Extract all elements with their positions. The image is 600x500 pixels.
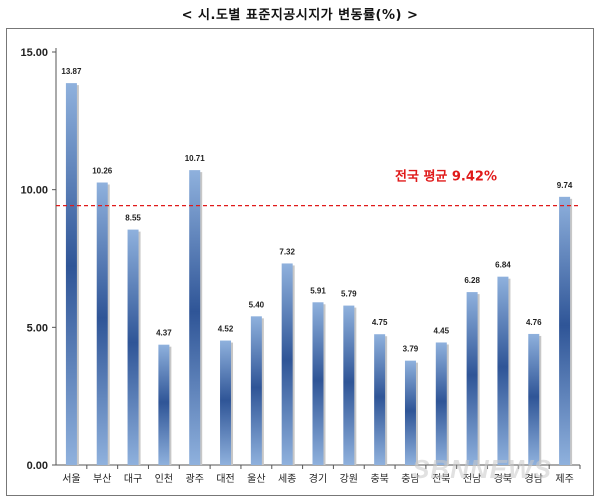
bar (65, 83, 77, 465)
x-tick-label: 충북 (370, 473, 388, 485)
data-label: 5.79 (341, 290, 357, 299)
labels-group: 13.87 서울 10.26 부산 8.55 대구 4.37 인천 10.71 광주 4.52 대전 5… (61, 67, 573, 485)
data-label: 13.87 (61, 67, 82, 76)
data-label: 5.91 (310, 286, 326, 295)
data-label: 4.75 (372, 318, 388, 327)
data-label: 9.74 (557, 181, 573, 190)
bar (374, 334, 386, 465)
data-label: 8.55 (125, 214, 141, 223)
chart-title: < 시.도별 표준지공시지가 변동률(%) > (181, 8, 419, 23)
bar (528, 333, 540, 465)
data-label: 6.28 (464, 276, 480, 285)
data-label: 4.52 (218, 325, 234, 334)
watermark: SBNNEWS (412, 454, 552, 484)
x-tick-label: 대전 (216, 473, 234, 485)
bar (96, 182, 108, 465)
data-label: 4.45 (434, 326, 450, 335)
data-label: 5.40 (249, 300, 265, 309)
data-label: 7.32 (279, 247, 295, 256)
data-label: 10.71 (185, 154, 206, 163)
x-tick-label: 경북 (494, 472, 512, 485)
x-tick-label: 울산 (247, 473, 265, 485)
bar (404, 360, 416, 465)
bar (158, 344, 170, 465)
x-tick-label: 광주 (186, 473, 204, 485)
average-label: 전국 평균 9.42% (395, 169, 497, 185)
average-group: 전국 평균 9.42% (56, 169, 580, 207)
bar (343, 305, 355, 465)
y-tick-label: 10.00 (20, 185, 48, 197)
x-tick-label: 대구 (124, 473, 142, 485)
x-tick-label: 강원 (340, 473, 358, 485)
x-tick-label: 충남 (401, 473, 419, 485)
x-tick-label: 제주 (555, 473, 573, 485)
x-tick-label: 세종 (278, 473, 296, 485)
y-tick-label: 15.00 (20, 47, 48, 59)
y-tick-label: 5.00 (27, 322, 48, 334)
data-label: 6.84 (495, 261, 511, 270)
bar (435, 342, 447, 465)
bar (312, 302, 324, 465)
x-tick-label: 인천 (155, 473, 173, 485)
x-tick-label: 부산 (93, 473, 111, 485)
chart-frame (6, 28, 594, 496)
bar (250, 316, 262, 465)
bar (281, 263, 293, 465)
data-label: 3.79 (403, 345, 419, 354)
x-tick-label: 전북 (432, 473, 450, 485)
bar (497, 276, 509, 465)
x-tick-label: 경남 (525, 472, 543, 485)
data-label: 10.26 (92, 167, 113, 176)
bar (559, 196, 571, 466)
x-tick-label: 경기 (309, 472, 327, 485)
bars-group (65, 83, 573, 466)
bar (127, 229, 139, 465)
y-tick-label: 0.00 (27, 460, 48, 472)
x-tick-label: 전남 (463, 473, 481, 485)
bar (220, 340, 232, 465)
bar (189, 170, 201, 466)
data-label: 4.76 (526, 318, 542, 327)
bar (466, 292, 478, 465)
data-label: 4.37 (156, 329, 172, 338)
x-tick-label: 서울 (62, 473, 80, 485)
